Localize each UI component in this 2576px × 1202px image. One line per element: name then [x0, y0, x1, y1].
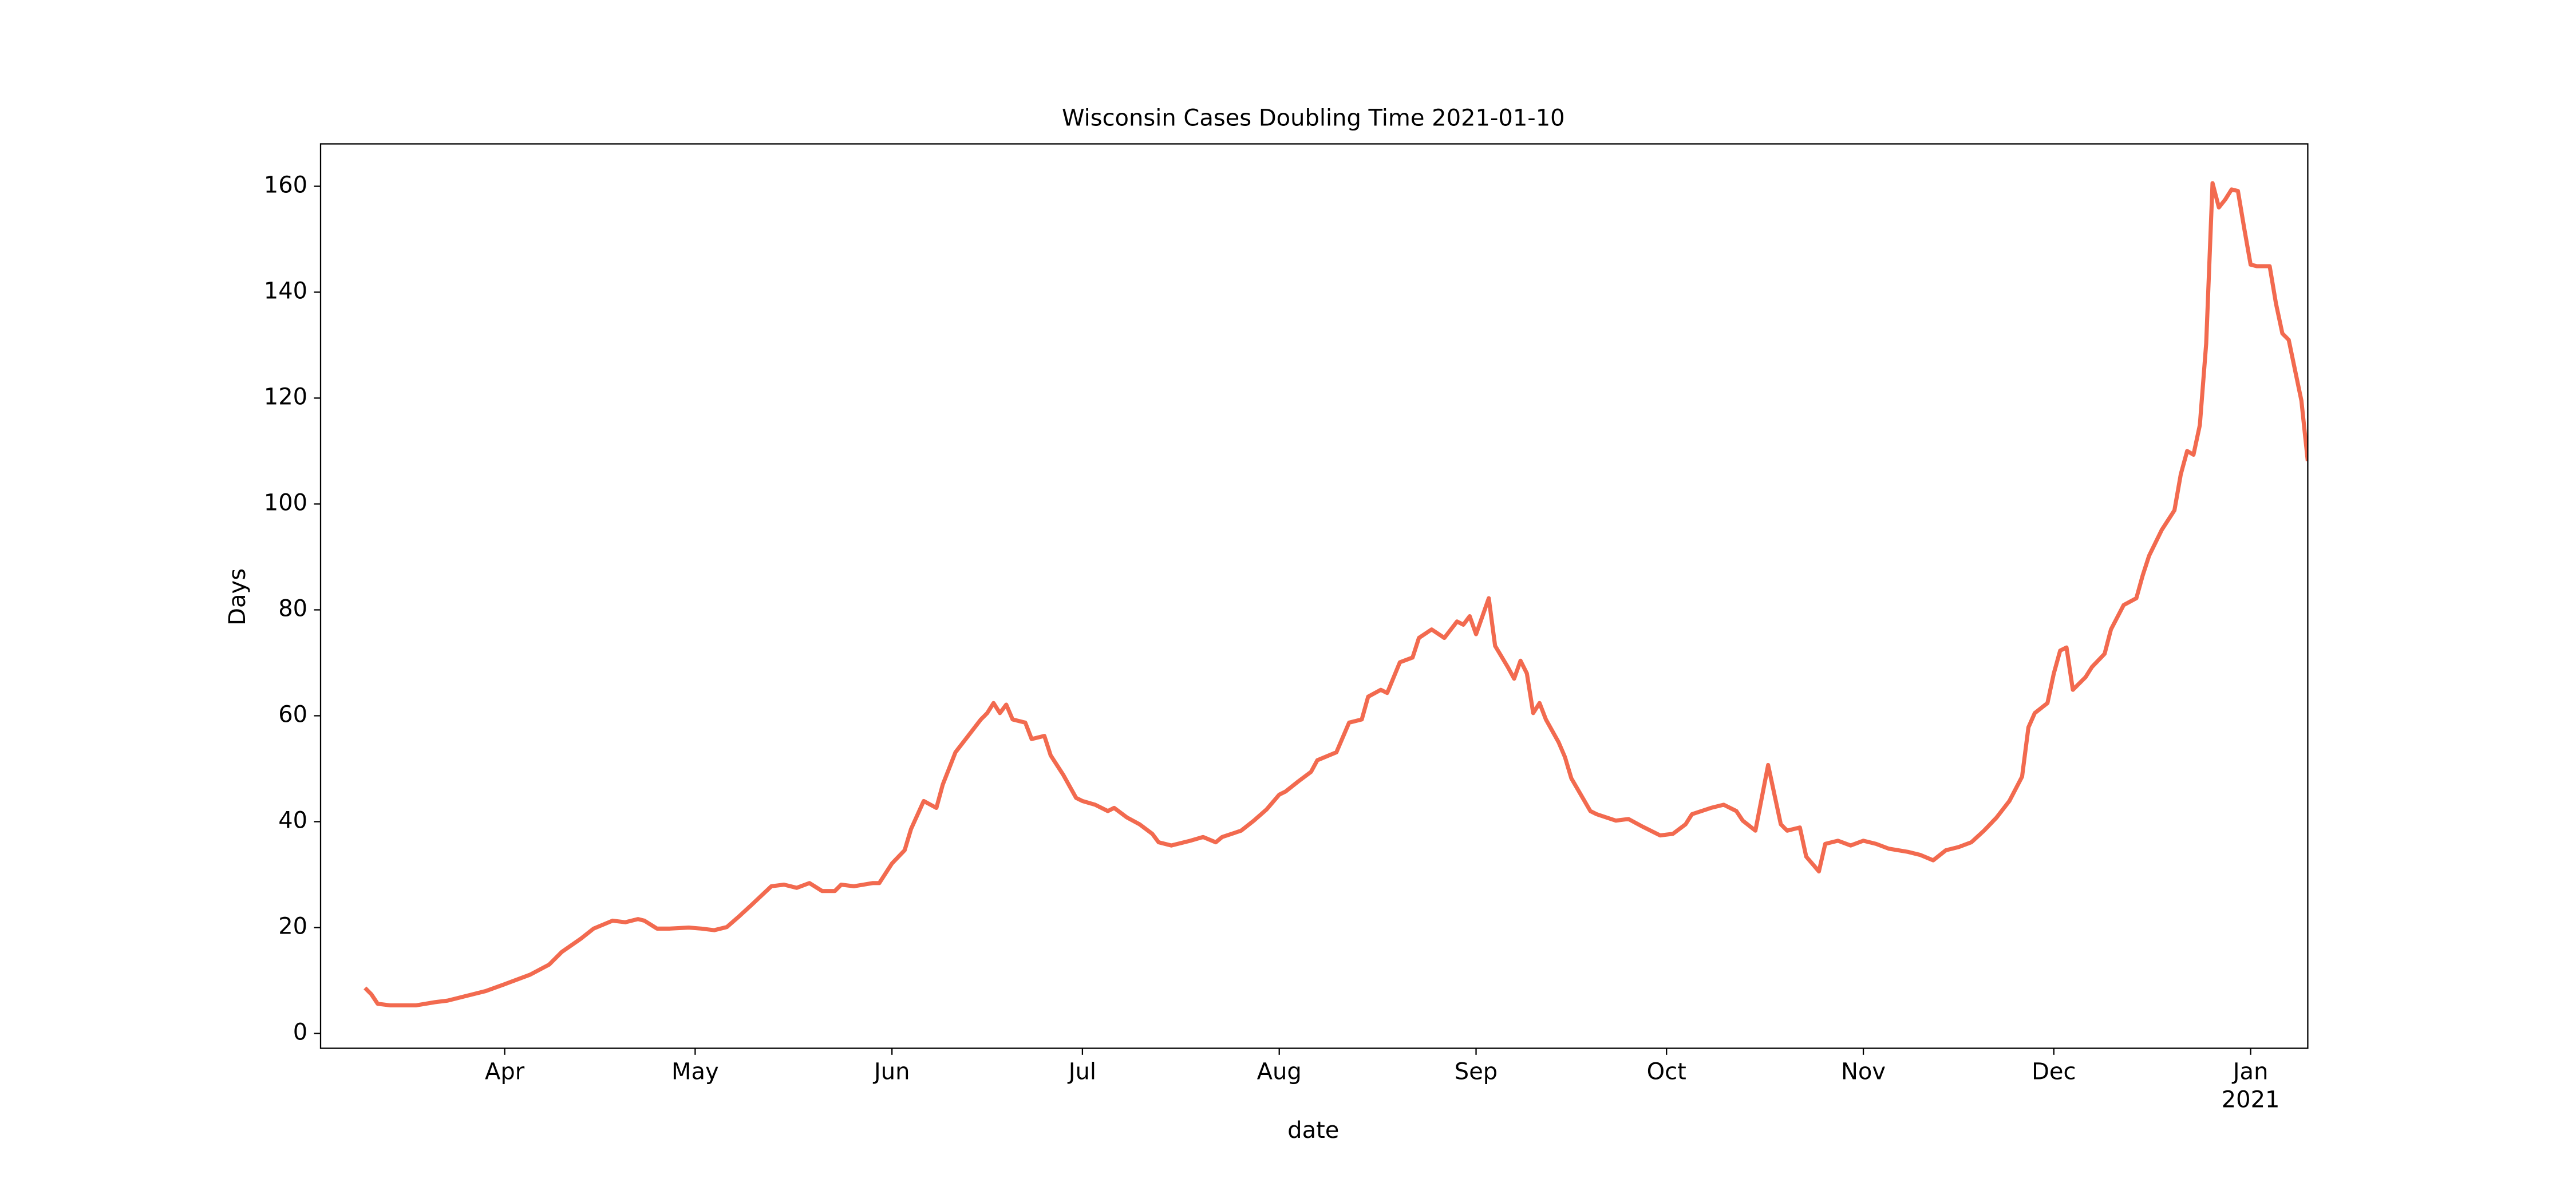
- x-tick-label-box: Jan 2021: [2221, 1059, 2280, 1114]
- y-axis-label: Days: [224, 568, 251, 626]
- x-tick-label: Jan 2021: [2221, 1059, 2280, 1114]
- x-tick-label: Sep: [1454, 1059, 1498, 1086]
- x-tick-label: Jun: [874, 1059, 910, 1086]
- x-tick-label-box: Aug: [1257, 1059, 1302, 1086]
- x-tick-label: Nov: [1840, 1059, 1886, 1086]
- x-tick-label: Apr: [484, 1059, 525, 1086]
- x-tick-label: Aug: [1257, 1059, 1302, 1086]
- y-tick-label: 40: [278, 808, 307, 834]
- x-tick-label-box: Jun: [874, 1059, 910, 1086]
- plot-frame: [319, 143, 2309, 1049]
- x-tick-label-box: May: [671, 1059, 719, 1086]
- y-tick-label: 100: [264, 489, 307, 516]
- data-line: [364, 181, 2308, 1008]
- y-tick-label: 60: [278, 701, 307, 727]
- x-tick-label-box: Dec: [2032, 1059, 2076, 1086]
- y-tick-label: 140: [264, 278, 307, 304]
- chart-title: Wisconsin Cases Doubling Time 2021-01-10: [1062, 105, 1565, 132]
- x-tick-label-box: Sep: [1454, 1059, 1498, 1086]
- x-axis-label: date: [1287, 1117, 1339, 1144]
- y-tick-label: 0: [293, 1019, 307, 1046]
- y-tick-label: 160: [264, 172, 307, 198]
- x-tick-label: May: [671, 1059, 719, 1086]
- x-tick-label: Dec: [2032, 1059, 2076, 1086]
- x-tick-label-box: Nov: [1840, 1059, 1886, 1086]
- x-tick-label-box: Apr: [484, 1059, 525, 1086]
- y-tick-label: 120: [264, 383, 307, 410]
- x-tick-label: Oct: [1646, 1059, 1686, 1086]
- x-tick-label-box: Oct: [1646, 1059, 1686, 1086]
- x-tick-label: Jul: [1068, 1059, 1097, 1086]
- x-tick-label-box: Jul: [1068, 1059, 1097, 1086]
- y-tick-label: 80: [278, 595, 307, 622]
- y-tick-label: 20: [278, 914, 307, 940]
